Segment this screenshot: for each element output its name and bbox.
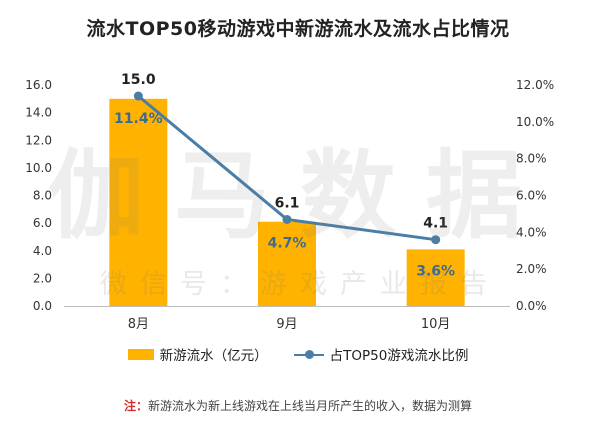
bar (109, 98, 168, 306)
y-right-tick-label: 4.0% (516, 225, 547, 239)
bar-value-label: 4.1 (423, 216, 448, 232)
legend-bar-label: 新游流水（亿元） (159, 348, 268, 364)
y-left-tick-label: 8.0 (33, 189, 52, 203)
bar-value-label: 6.1 (275, 195, 300, 211)
bar-value-label: 15.0 (121, 72, 156, 88)
y-left-tick-label: 0.0 (33, 299, 52, 313)
percent-value-label: 4.7% (268, 236, 307, 252)
y-right-tick-label: 6.0% (516, 189, 547, 203)
percent-value-label: 11.4% (114, 111, 163, 127)
legend-bar-swatch (127, 348, 154, 360)
bar (406, 249, 465, 306)
y-left-tick-label: 12.0 (25, 133, 52, 147)
legend-line-swatch (293, 349, 324, 360)
y-left-tick-label: 2.0 (33, 271, 52, 285)
line-point (282, 214, 292, 224)
legend-line-label: 占TOP50游戏流水比例 (329, 348, 469, 364)
y-right-tick-label: 0.0% (516, 299, 547, 313)
footnote-text: 新游流水为新上线游戏在上线当月所产生的收入，数据为测算 (148, 399, 473, 413)
y-left-tick-label: 14.0 (25, 106, 52, 120)
legend-item-bar: 新游流水（亿元） (127, 344, 268, 364)
percent-value-label: 3.6% (416, 263, 455, 279)
footnote-prefix: 注： (123, 399, 148, 413)
footnote: 注：新游流水为新上线游戏在上线当月所产生的收入，数据为测算 (0, 397, 596, 414)
bar (258, 221, 316, 306)
y-right-tick-label: 10.0% (516, 115, 554, 129)
y-left-tick-label: 6.0 (33, 216, 52, 230)
y-right-tick-label: 2.0% (516, 262, 547, 276)
legend-item-line: 占TOP50游戏流水比例 (293, 344, 469, 364)
x-tick-label: 8月 (128, 317, 149, 332)
y-right-tick-label: 8.0% (516, 152, 547, 166)
x-tick-label: 9月 (276, 317, 297, 332)
y-left-tick-label: 10.0 (25, 161, 52, 175)
y-left-tick-label: 4.0 (33, 244, 52, 258)
line-point (431, 235, 441, 245)
legend: 新游流水（亿元） 占TOP50游戏流水比例 (0, 342, 596, 366)
chart-title: 流水TOP50移动游戏中新游流水及流水占比情况 (86, 18, 510, 40)
x-tick-label: 10月 (421, 317, 451, 332)
y-left-tick-label: 16.0 (25, 78, 52, 92)
line-point (133, 91, 143, 101)
y-right-tick-label: 12.0% (516, 78, 554, 92)
